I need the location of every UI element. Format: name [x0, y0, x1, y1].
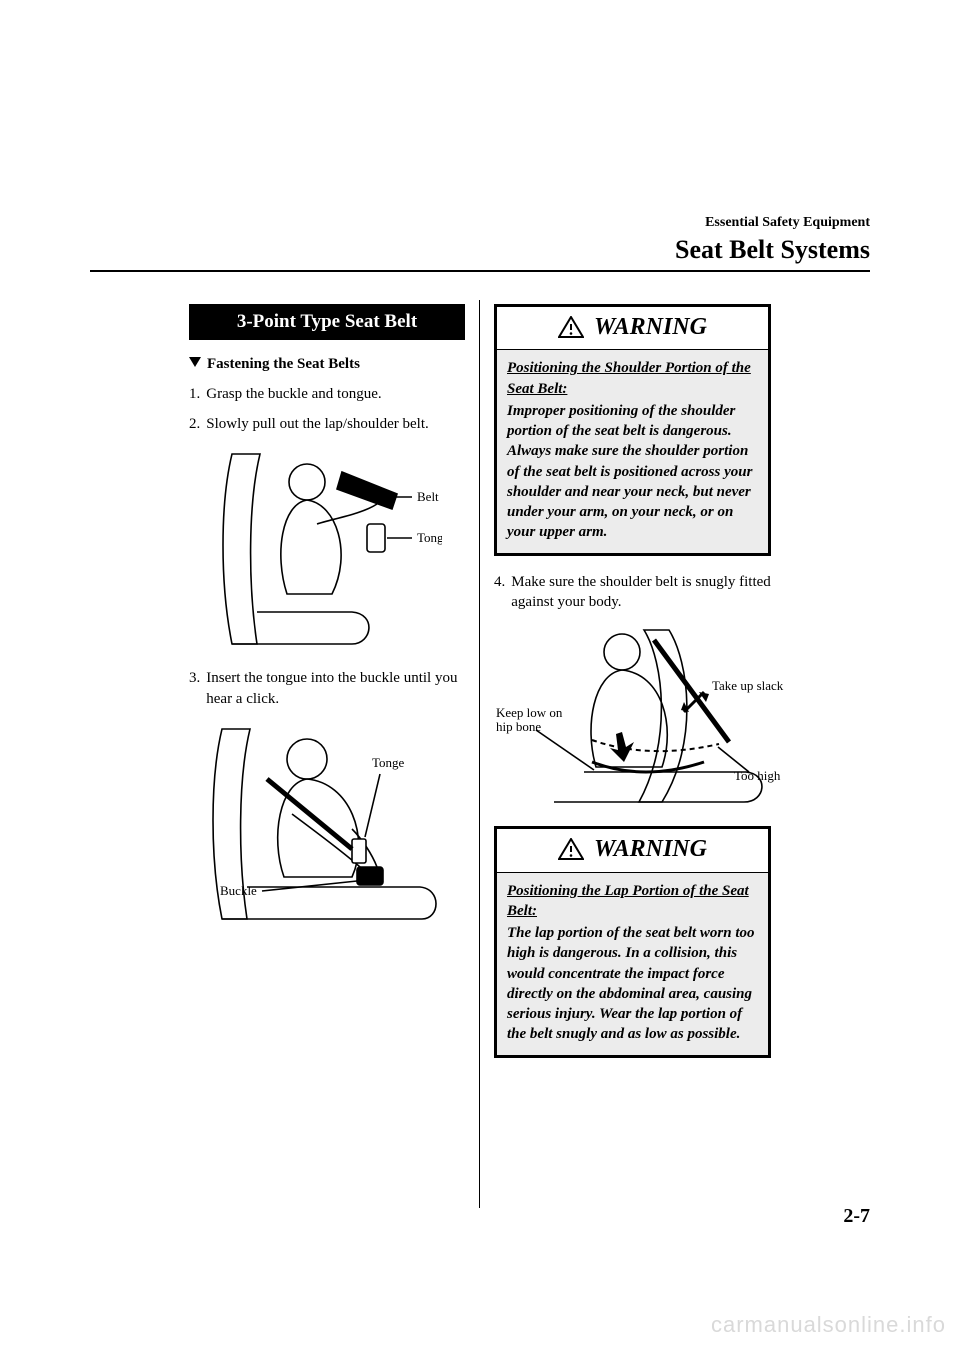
seat-belt-line-art-icon: Belt Tongue — [212, 444, 442, 654]
content-area: 3-Point Type Seat Belt Fastening the Sea… — [175, 300, 785, 1208]
step-text: Grasp the buckle and tongue. — [206, 384, 381, 404]
buckle-label: Buckle — [220, 883, 257, 898]
right-column: WARNING Positioning the Shoulder Portion… — [480, 300, 785, 1208]
tongue-label: Tonge — [372, 755, 405, 770]
subheading-text: Fastening the Seat Belts — [207, 356, 360, 372]
page: Essential Safety Equipment Seat Belt Sys… — [0, 0, 960, 1358]
take-up-slack-label: Take up slack — [712, 678, 784, 693]
left-column: 3-Point Type Seat Belt Fastening the Sea… — [175, 300, 480, 1208]
warning-text: The lap portion of the seat belt worn to… — [507, 923, 758, 1045]
warning-body: Positioning the Shoulder Portion of the … — [497, 349, 768, 552]
header-rule — [90, 270, 870, 272]
step-number: 2. — [189, 414, 200, 434]
step-text: Slowly pull out the lap/shoulder belt. — [206, 414, 428, 434]
too-high-label: Too high — [734, 768, 781, 783]
warning-triangle-icon — [558, 316, 584, 338]
watermark: carmanualsonline.info — [711, 1312, 946, 1338]
topic-heading: 3-Point Type Seat Belt — [189, 304, 465, 340]
two-columns: 3-Point Type Seat Belt Fastening the Sea… — [175, 300, 785, 1208]
section-title: Seat Belt Systems — [675, 235, 870, 265]
step-number: 4. — [494, 572, 505, 613]
buckle-line-art-icon: Tonge Buckle — [202, 719, 452, 929]
figure-slack-low: Keep low onhip bone Take up slack Too hi… — [494, 622, 771, 812]
figure-belt-tongue: Belt Tongue — [189, 444, 465, 654]
warning-text: Improper positioning of the shoulder por… — [507, 401, 758, 543]
step-text: Make sure the shoulder belt is snugly fi… — [511, 572, 771, 613]
warning-header: WARNING — [497, 829, 768, 871]
warning-lap: WARNING Positioning the Lap Portion of t… — [494, 826, 771, 1057]
warning-header: WARNING — [497, 307, 768, 349]
step-1: 1. Grasp the buckle and tongue. — [189, 384, 465, 404]
warning-title: Positioning the Shoulder Portion of the … — [507, 358, 758, 399]
warning-heading-text: WARNING — [594, 311, 707, 343]
figure-tongue-buckle: Tonge Buckle — [189, 719, 465, 929]
warning-body: Positioning the Lap Portion of the Seat … — [497, 872, 768, 1055]
warning-heading-text: WARNING — [594, 833, 707, 865]
snug-belt-line-art-icon: Keep low onhip bone Take up slack Too hi… — [494, 622, 784, 812]
page-number: 2-7 — [843, 1205, 870, 1228]
chapter-label: Essential Safety Equipment — [675, 215, 870, 231]
step-number: 1. — [189, 384, 200, 404]
page-header: Essential Safety Equipment Seat Belt Sys… — [675, 215, 870, 265]
subheading: Fastening the Seat Belts — [189, 354, 465, 374]
step-2: 2. Slowly pull out the lap/shoulder belt… — [189, 414, 465, 434]
warning-triangle-icon — [558, 838, 584, 860]
warning-title: Positioning the Lap Portion of the Seat … — [507, 881, 758, 922]
step-4: 4. Make sure the shoulder belt is snugly… — [494, 572, 771, 613]
triangle-down-icon — [189, 357, 201, 367]
step-3: 3. Insert the tongue into the buckle unt… — [189, 668, 465, 709]
step-text: Insert the tongue into the buckle until … — [206, 668, 465, 709]
tongue-label: Tongue — [417, 530, 442, 545]
step-number: 3. — [189, 668, 200, 709]
keep-low-label: Keep low onhip bone — [496, 705, 563, 734]
warning-shoulder: WARNING Positioning the Shoulder Portion… — [494, 304, 771, 556]
belt-label: Belt — [417, 489, 439, 504]
